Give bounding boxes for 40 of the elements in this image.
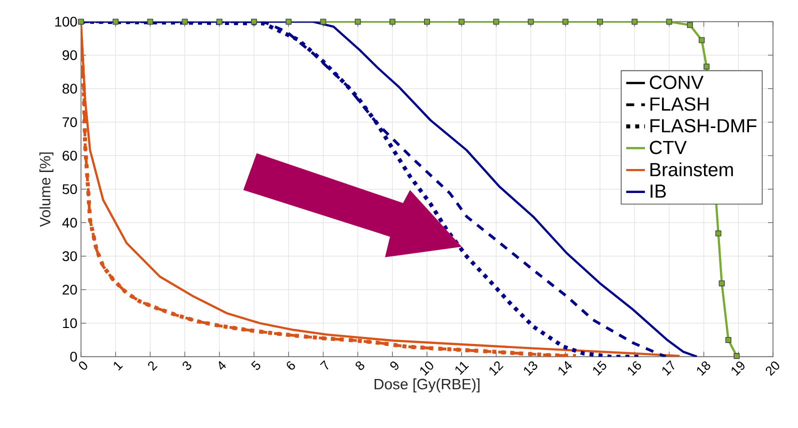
x-tick-label: 6 — [286, 361, 295, 370]
x-tick-label: 14 — [558, 360, 572, 376]
x-tick-label: 12 — [489, 361, 504, 376]
y-tick-label: 80 — [62, 84, 77, 94]
x-tick-label: 9 — [390, 362, 398, 370]
y-axis-title: Volume [%] — [39, 152, 54, 227]
y-tick-label: 60 — [62, 150, 77, 161]
x-tick-label: 4 — [218, 360, 226, 370]
legend-label: IB — [650, 184, 666, 198]
x-tick-label: 10 — [420, 361, 434, 376]
legend-label: FLASH-DMF — [650, 119, 756, 132]
x-tick-label: 0 — [78, 361, 88, 370]
y-tick-label: 0 — [70, 352, 77, 362]
x-tick-label: 17 — [662, 360, 674, 376]
y-tick-label: 30 — [62, 251, 77, 262]
x-tick-label: 18 — [697, 361, 710, 376]
x-tick-label: 15 — [593, 360, 606, 376]
x-tick-label: 11 — [455, 362, 469, 375]
x-tick-label: 19 — [732, 362, 744, 376]
x-tick-label: 13 — [524, 361, 538, 376]
x-tick-label: 7 — [320, 360, 328, 370]
legend-label: Brainstem — [650, 162, 733, 176]
y-tick-label: 50 — [62, 184, 77, 194]
x-tick-label: 2 — [148, 361, 158, 371]
x-tick-label: 3 — [182, 361, 192, 370]
x-tick-label: 20 — [766, 361, 780, 376]
x-tick-label: 8 — [356, 361, 364, 370]
y-tick-label: 20 — [62, 284, 77, 295]
y-tick-label: 40 — [62, 218, 77, 228]
x-tick-label: 1 — [114, 362, 123, 370]
legend-label: FLASH — [650, 97, 708, 111]
y-tick-label: 90 — [62, 50, 77, 60]
legend-label: CONV — [650, 76, 704, 90]
y-tick-label: 10 — [63, 318, 77, 328]
x-tick-label: 16 — [628, 361, 641, 376]
y-tick-label: 70 — [62, 117, 77, 128]
y-tick-label: 100 — [55, 16, 77, 27]
legend-label: CTV — [650, 140, 687, 154]
x-axis-title: Dose [Gy(RBE)] — [374, 378, 480, 392]
x-tick-label: 5 — [251, 360, 260, 370]
